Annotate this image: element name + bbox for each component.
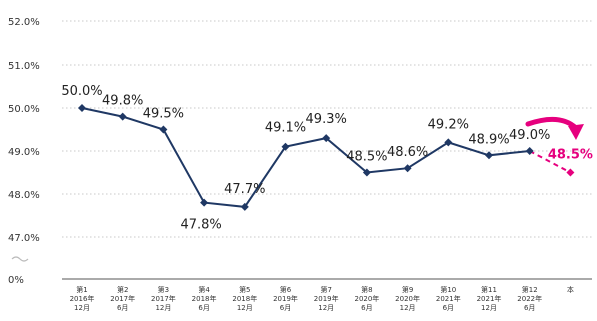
projection-data-label: 48.5%: [548, 148, 593, 163]
x-category-line: 第1: [76, 285, 87, 294]
x-category-line: 第11: [481, 285, 497, 294]
x-category-label: 第9 2020年 12月: [395, 285, 420, 312]
x-category-label: 第2 2017年 6月: [110, 285, 135, 312]
data-labels: 50.0%49.8%49.5% 47.8% 47.7% 49.1%49.3% 48.5%…: [61, 84, 593, 233]
y-tick-label: 48.0%: [8, 190, 40, 201]
data-point-marker: [322, 134, 331, 143]
x-category-line: 6月: [280, 304, 291, 312]
x-category-label: 第11 2021年 12月: [477, 285, 502, 312]
data-points: [78, 104, 575, 211]
x-category-line: 12月: [155, 304, 171, 312]
x-category-line: 第4: [198, 285, 210, 294]
x-category-line: 6月: [117, 304, 128, 312]
series-lines: [81, 107, 571, 208]
x-category-label: 第6 2019年 6月: [273, 285, 298, 312]
x-category-label: 本: [567, 285, 574, 294]
y-tick-label: 52.0%: [8, 17, 40, 28]
x-category-line: 2018年: [232, 294, 257, 303]
data-label: 49.0%: [509, 128, 550, 143]
x-category-line: 第3: [158, 285, 169, 294]
y-tick-label: 0%: [8, 275, 24, 286]
x-category-line: 第5: [239, 285, 250, 294]
data-label: 49.8%: [102, 94, 143, 109]
data-point-marker: [240, 202, 249, 211]
x-category-label: 第4 2018年 6月: [192, 285, 217, 312]
x-category-line: 6月: [198, 304, 209, 312]
data-point-marker: [485, 151, 493, 160]
axis-break-mark: [11, 256, 29, 262]
data-point-marker: [525, 147, 534, 155]
x-category-line: 第6: [280, 285, 292, 294]
x-category-line: 6月: [361, 304, 372, 312]
x-category-line: 12月: [318, 304, 334, 312]
series-line-projection: [529, 150, 571, 174]
x-category-line: 第7: [320, 285, 331, 294]
x-category-line: 第9: [402, 285, 413, 294]
x-category-label: 第5 2018年 12月: [232, 285, 257, 312]
data-label: 49.3%: [306, 112, 347, 127]
data-label: 47.8%: [180, 218, 221, 233]
data-label: 47.7%: [224, 182, 265, 197]
data-label: 50.0%: [61, 84, 102, 99]
y-tick-label: 49.0%: [8, 147, 40, 158]
x-category-line: 2017年: [151, 294, 176, 303]
x-category-label: 第3 2017年 12月: [151, 285, 176, 312]
x-category-line: 2017年: [110, 294, 135, 303]
data-label: 48.5%: [346, 150, 387, 165]
x-category-line: 12月: [74, 304, 90, 312]
x-category-line: 6月: [443, 304, 454, 312]
data-point-marker: [444, 138, 453, 147]
x-category-line: 2018年: [192, 294, 217, 303]
axis-break-squiggle: [11, 256, 29, 262]
gridlines: [62, 20, 592, 238]
x-category-line: 2020年: [395, 294, 420, 303]
x-category-line: 2020年: [354, 294, 379, 303]
x-category-line: 2019年: [273, 294, 298, 303]
x-category-line: 第8: [361, 285, 372, 294]
projection-point-marker: [566, 168, 575, 177]
data-point-marker: [159, 125, 168, 134]
y-tick-label: 51.0%: [8, 61, 40, 72]
trend-arrow-head: [568, 124, 584, 140]
data-point-marker: [200, 198, 209, 207]
x-category-line: 12月: [400, 304, 416, 312]
x-category-line: 2016年: [70, 294, 95, 303]
x-category-label: 第8 2020年 6月: [354, 285, 379, 312]
trend-arrow: [525, 116, 584, 140]
data-point-marker: [403, 164, 412, 173]
x-category-line: 12月: [481, 304, 497, 312]
y-tick-label: 47.0%: [8, 233, 40, 244]
y-axis-tick-labels: 0% 47.0% 48.0% 49.0% 50.0% 51.0% 52.0%: [8, 17, 40, 286]
x-category-line: 第12: [522, 285, 538, 294]
x-category-line: 6月: [524, 304, 535, 312]
x-category-line: 2022年: [517, 294, 542, 303]
x-category-line: 本: [567, 285, 574, 294]
data-point-marker: [281, 142, 290, 151]
x-category-label: 第1 2016年 12月: [70, 285, 95, 312]
x-category-label: 第7 2019年 12月: [314, 285, 339, 312]
data-label: 49.1%: [265, 121, 306, 136]
data-point-marker: [78, 104, 86, 112]
x-category-line: 第10: [440, 285, 456, 294]
data-point-marker: [362, 168, 371, 177]
x-category-label: 第10 2021年 6月: [436, 285, 461, 312]
y-tick-label: 50.0%: [8, 104, 40, 115]
data-label: 48.6%: [387, 145, 428, 160]
x-category-line: 12月: [237, 304, 253, 312]
series-line-actual: [81, 107, 530, 208]
data-label: 49.5%: [143, 107, 184, 122]
x-category-line: 第2: [117, 285, 128, 294]
data-point-marker: [118, 112, 127, 121]
x-category-line: 2021年: [436, 294, 461, 303]
x-category-label: 第12 2022年 6月: [517, 285, 542, 312]
x-category-line: 2019年: [314, 294, 339, 303]
x-category-line: 2021年: [477, 294, 502, 303]
data-label: 48.9%: [468, 132, 509, 147]
data-label: 49.2%: [428, 117, 469, 132]
